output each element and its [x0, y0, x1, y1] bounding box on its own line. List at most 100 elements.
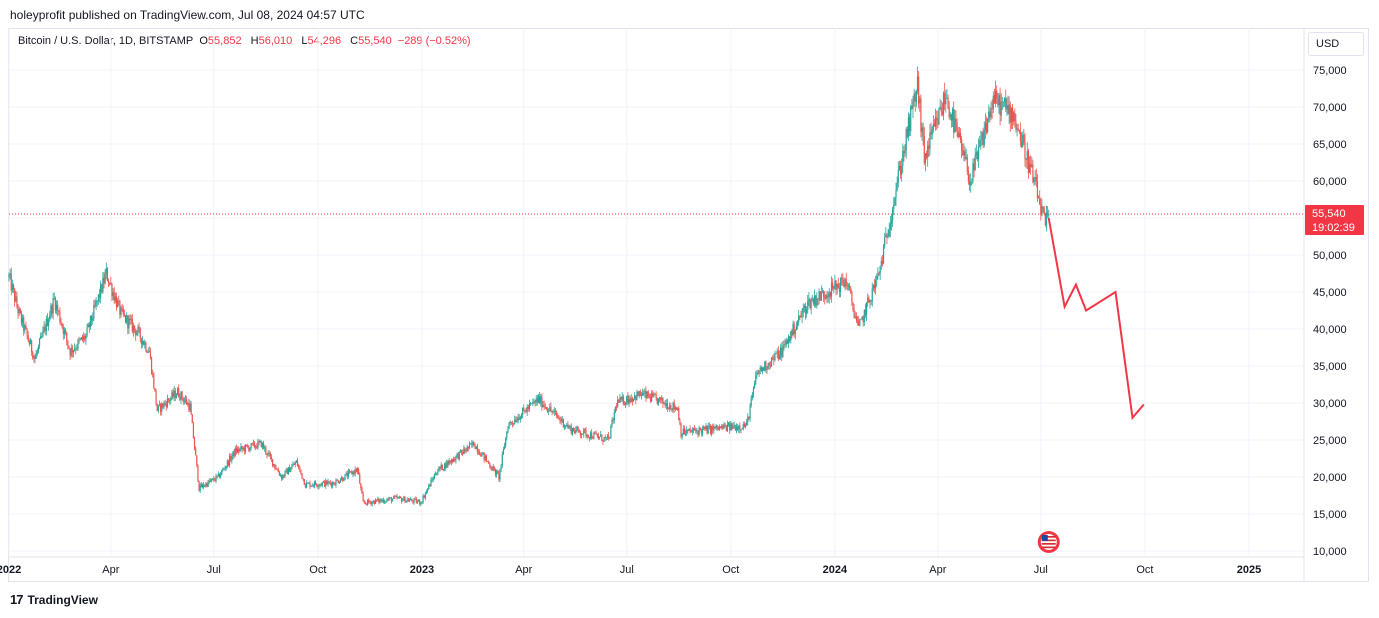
candle-body	[381, 499, 383, 502]
candle-body	[324, 481, 326, 487]
candle-body	[161, 403, 163, 412]
candle-body	[956, 122, 958, 132]
candle-body	[1031, 164, 1033, 168]
candle-body	[920, 98, 922, 132]
candle-body	[949, 114, 951, 118]
candle-body	[377, 498, 379, 501]
candle-body	[588, 437, 591, 439]
candle-body	[503, 446, 506, 450]
candle-body	[958, 133, 960, 138]
candle-body	[328, 481, 330, 483]
us-flag-icon[interactable]	[1037, 531, 1060, 553]
candle-body	[90, 315, 93, 321]
candle-body	[931, 129, 933, 135]
candle-body	[345, 473, 347, 475]
candle-body	[765, 361, 767, 370]
candle-body	[209, 480, 211, 482]
x-tick-label: Apr	[515, 564, 532, 576]
candle-body	[523, 407, 525, 410]
candle-body	[58, 310, 60, 312]
candle-body	[253, 442, 256, 448]
candle-body	[122, 308, 124, 315]
candle-body	[53, 298, 55, 299]
candle-body	[730, 423, 732, 430]
candle-body	[276, 469, 278, 471]
candle-body	[355, 469, 357, 472]
candle-body	[652, 393, 654, 397]
candle-body	[889, 223, 891, 230]
candle-body	[705, 426, 707, 430]
candle-body	[21, 317, 24, 324]
candle-body	[967, 171, 970, 182]
footer-brand-label: TradingView	[27, 592, 98, 607]
candle-body	[843, 283, 845, 287]
candle-body	[215, 475, 217, 481]
candle-body	[944, 93, 946, 105]
candle-body	[623, 404, 626, 406]
candle-body	[181, 391, 183, 399]
grid-lines	[8, 28, 1304, 557]
candle-body	[897, 170, 899, 183]
y-tick-label: 20,000	[1313, 472, 1347, 484]
candle-body	[753, 384, 756, 388]
candle-body	[127, 315, 129, 329]
candle-body	[795, 325, 798, 331]
candle-body	[672, 402, 674, 411]
candle-body	[20, 312, 23, 324]
candle-body	[1023, 134, 1025, 143]
candle-body	[559, 417, 561, 421]
candle-body	[412, 500, 414, 503]
candle-body	[329, 482, 331, 484]
candle-body	[45, 318, 47, 332]
x-tick-label: Apr	[929, 564, 946, 576]
candle-body	[109, 282, 111, 284]
candle-body	[836, 283, 838, 290]
candle-body	[532, 402, 534, 404]
candle-body	[614, 406, 617, 413]
candle-body	[440, 464, 442, 469]
candle-body	[712, 425, 714, 431]
candle-body	[102, 277, 104, 293]
candle-body	[763, 367, 765, 371]
candle-body	[661, 397, 663, 401]
candle-body	[507, 428, 509, 433]
candle-body	[216, 475, 218, 477]
candle-body	[1037, 197, 1040, 199]
candle-body	[723, 424, 725, 429]
candle-body	[930, 132, 932, 135]
candle-body	[634, 395, 636, 399]
footer-brand[interactable]: 17 TradingView	[10, 592, 98, 607]
candle-body	[255, 446, 257, 448]
candle-body	[67, 340, 69, 346]
candle-body	[33, 356, 35, 359]
candle-body	[692, 428, 695, 431]
candle-body	[245, 444, 248, 446]
candle-body	[350, 471, 352, 473]
candle-body	[206, 483, 208, 487]
currency-button[interactable]: USD	[1308, 32, 1364, 56]
candle-body	[773, 357, 775, 360]
candle-body	[240, 446, 242, 449]
candle-body	[998, 95, 1000, 105]
candle-body	[541, 396, 543, 408]
candle-body	[972, 163, 974, 182]
candle-body	[182, 398, 184, 402]
candle-body	[138, 327, 140, 329]
candle-body	[64, 330, 67, 333]
candle-body	[331, 482, 334, 487]
candle-body	[28, 340, 30, 345]
candle-body	[457, 453, 459, 460]
candle-body	[563, 425, 566, 428]
candle-body	[24, 325, 26, 331]
candle-body	[732, 426, 734, 429]
candle-body	[662, 397, 664, 404]
candle-body	[19, 309, 21, 313]
candle-body	[373, 500, 376, 504]
candle-body	[62, 326, 64, 335]
candle-body	[317, 486, 319, 487]
legend-high-label: H	[250, 35, 259, 47]
candle-body	[873, 284, 876, 289]
y-tick-label: 35,000	[1313, 361, 1347, 373]
candle-body	[592, 438, 594, 440]
